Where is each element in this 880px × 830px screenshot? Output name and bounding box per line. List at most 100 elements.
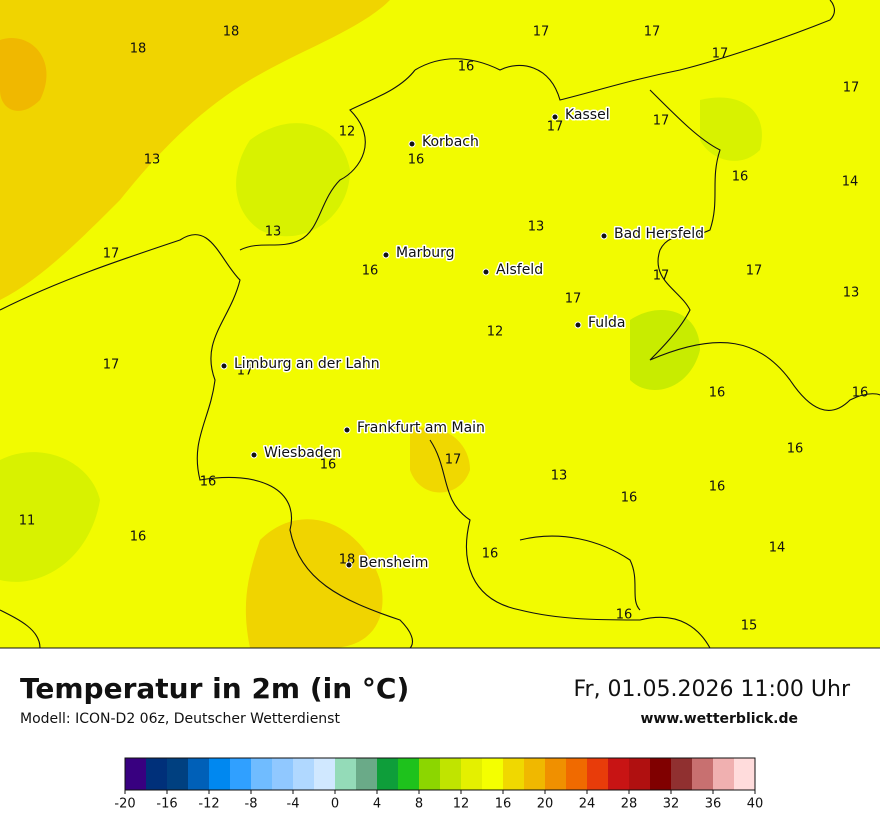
city-dot <box>408 140 416 148</box>
legend-color <box>692 758 714 790</box>
temperature-label: 17 <box>712 47 729 62</box>
legend-color <box>167 758 189 790</box>
legend-color <box>440 758 462 790</box>
temperature-label: 16 <box>200 475 217 490</box>
city-dot <box>345 561 353 569</box>
temperature-label: 16 <box>709 480 726 495</box>
temperature-label: 16 <box>709 386 726 401</box>
map: 18 18 17 17 17 17 16 12 17 17 13 16 16 14 13 13 17 16 17 17… <box>0 0 880 649</box>
temperature-label: 13 <box>551 469 568 484</box>
temperature-label: 16 <box>616 608 633 623</box>
legend-color <box>734 758 756 790</box>
legend-color <box>398 758 420 790</box>
legend-tick-label: 20 <box>537 797 554 812</box>
datetime: Fr, 01.05.2026 11:00 Uhr <box>573 677 850 702</box>
title: Temperatur in 2m (in °C) <box>20 672 409 705</box>
border <box>519 535 641 611</box>
temperature-label: 13 <box>144 153 161 168</box>
legend-color <box>146 758 168 790</box>
legend-tick-label: 4 <box>373 797 381 812</box>
temperature-label: 16 <box>458 60 475 75</box>
legend-tick-label: 12 <box>453 797 470 812</box>
city-dot <box>250 451 258 459</box>
temperature-label: 17 <box>746 264 763 279</box>
city-dot <box>482 268 490 276</box>
cool-area <box>236 123 350 237</box>
temperature-label: 17 <box>445 453 462 468</box>
city-dot <box>600 232 608 240</box>
temperature-label: 13 <box>528 220 545 235</box>
legend-color <box>650 758 672 790</box>
legend-color <box>482 758 504 790</box>
model-info: Modell: ICON-D2 06z, Deutscher Wetterdie… <box>20 711 340 727</box>
temperature-label: 16 <box>130 530 147 545</box>
city-label: Fulda <box>588 315 626 331</box>
legend-tick-label: 32 <box>663 797 680 812</box>
city-label: Bad Hersfeld <box>614 226 704 242</box>
temperature-label: 17 <box>237 364 254 379</box>
cool-area <box>630 310 700 390</box>
legend-color <box>461 758 483 790</box>
temperature-label: 16 <box>621 491 638 506</box>
city-dot <box>574 321 582 329</box>
temperature-label: 17 <box>843 81 860 96</box>
city-dot <box>551 113 559 121</box>
temperature-labels: 18 18 17 17 17 17 16 12 17 17 13 16 16 14 13 13 17 16 17 17… <box>19 25 869 634</box>
legend-color <box>314 758 336 790</box>
temperature-label: 17 <box>644 25 661 40</box>
legend-color <box>671 758 693 790</box>
temperature-label: 17 <box>565 292 582 307</box>
border <box>0 234 414 649</box>
legend-color <box>377 758 399 790</box>
legend-color <box>209 758 231 790</box>
temperature-label: 16 <box>408 153 425 168</box>
legend-tick-label: -8 <box>245 797 258 812</box>
legend-tick-label: 28 <box>621 797 638 812</box>
legend-color <box>419 758 441 790</box>
temperature-label: 17 <box>653 114 670 129</box>
temperature-label: 16 <box>482 547 499 562</box>
temperature-label: 16 <box>320 458 337 473</box>
temperature-label: 17 <box>103 358 120 373</box>
temperature-label: 17 <box>653 269 670 284</box>
city-label: Wiesbaden <box>264 445 341 461</box>
legend-color <box>335 758 357 790</box>
legend-frame <box>124 757 756 791</box>
temperature-label: 14 <box>842 175 859 190</box>
border <box>0 609 41 649</box>
border <box>414 0 835 101</box>
legend-tick-label: 0 <box>331 797 339 812</box>
legend-color <box>293 758 315 790</box>
color-legend: -20 -16 -12 -8 -4 0 4 8 12 16 20 24 28 32 36 40 <box>114 757 763 812</box>
legend-tick-label: -16 <box>156 797 177 812</box>
city-label: Korbach <box>422 134 479 150</box>
legend-color <box>230 758 252 790</box>
temperature-label: 18 <box>130 42 147 57</box>
source: www.wetterblick.de <box>641 711 799 727</box>
temperature-label: 15 <box>741 619 758 634</box>
city-label: Limburg an der Lahn <box>234 356 380 372</box>
temperature-label: 12 <box>339 125 356 140</box>
temperature-label: 12 <box>487 325 504 340</box>
legend-color <box>545 758 567 790</box>
legend-color <box>608 758 630 790</box>
border <box>429 439 711 649</box>
legend-color <box>188 758 210 790</box>
legend-tick-label: -4 <box>287 797 300 812</box>
legend-tick-label: 16 <box>495 797 512 812</box>
city-dot <box>220 362 228 370</box>
legend-color <box>503 758 525 790</box>
warm-area <box>245 519 383 648</box>
legend-color <box>125 758 147 790</box>
warm-area <box>0 0 390 300</box>
city-label: Bensheim <box>359 555 428 571</box>
legend-tick-label: 8 <box>415 797 423 812</box>
temperature-label: 16 <box>732 170 749 185</box>
legend-color <box>629 758 651 790</box>
legend-color <box>587 758 609 790</box>
temperature-label: 13 <box>843 286 860 301</box>
legend-tick-label: -20 <box>114 797 135 812</box>
border <box>649 89 880 411</box>
warm-area <box>0 38 47 111</box>
